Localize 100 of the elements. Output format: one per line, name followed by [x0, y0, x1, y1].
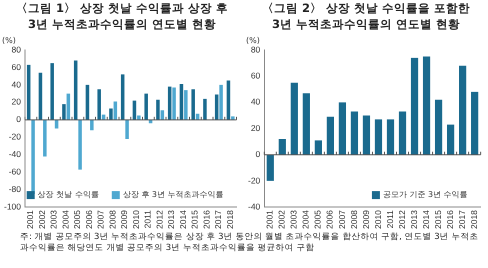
x-tick-label: 2009	[360, 210, 371, 230]
bar	[203, 98, 207, 120]
bar	[184, 90, 188, 120]
x-tick-label: 2015	[432, 210, 443, 230]
x-tick-label: 2010	[130, 210, 141, 230]
x-tick-label: 2016	[201, 210, 212, 230]
x-tick-label: 2006	[84, 210, 94, 230]
bar	[398, 112, 406, 155]
bar	[156, 100, 160, 120]
bar	[386, 119, 394, 155]
legend-label: 상장 후 3년 누적초과수익률	[122, 190, 224, 200]
bar	[120, 74, 124, 120]
x-tick-label: 2007	[336, 210, 347, 230]
bar	[86, 84, 90, 120]
y-tick-label: 60	[250, 70, 261, 81]
x-tick-label: 2015	[190, 210, 200, 230]
bar	[326, 116, 334, 155]
x-tick-label: 2004	[60, 210, 70, 230]
y-axis-title: (%)	[2, 36, 16, 45]
bar	[290, 82, 298, 155]
x-tick-label: 2012	[154, 210, 164, 230]
x-tick-label: 2006	[324, 210, 335, 230]
bar	[62, 104, 66, 120]
bar	[459, 66, 466, 155]
y-tick-label: -80	[8, 184, 22, 194]
x-tick-label: 2008	[348, 210, 359, 230]
bar	[125, 120, 129, 140]
x-tick-label: 2009	[119, 210, 130, 230]
bar	[214, 94, 218, 120]
bar	[43, 120, 47, 156]
bar	[374, 119, 382, 155]
x-tick-label: 2018	[468, 210, 479, 230]
bar	[90, 120, 94, 130]
x-tick-label: 2008	[107, 210, 118, 230]
bar	[114, 101, 118, 120]
bar	[180, 84, 184, 120]
bar	[54, 120, 58, 129]
bar	[50, 63, 54, 120]
bar	[350, 112, 358, 155]
x-tick-label: 2007	[96, 210, 106, 230]
bar	[172, 88, 176, 120]
y-tick-label: -20	[8, 132, 22, 142]
y-axis-title: (%)	[246, 36, 260, 45]
x-tick-label: 2002	[276, 210, 287, 230]
y-tick-label: 80	[250, 44, 261, 54]
y-tick-label: 60	[12, 62, 22, 72]
legend-label: 공모가 기준 3년 수익률	[382, 190, 468, 200]
y-tick-label: -100	[4, 201, 22, 212]
bar	[410, 58, 418, 155]
bar	[219, 84, 223, 120]
legend-label: 상장 첫날 수익률	[38, 190, 99, 200]
bar	[191, 89, 195, 120]
y-tick-label: 40	[12, 79, 22, 90]
x-tick-label: 2001	[264, 210, 275, 230]
x-tick-label: 2012	[396, 210, 407, 230]
bar	[422, 56, 430, 155]
bar	[102, 114, 106, 120]
x-tick-label: 2013	[166, 210, 176, 230]
bar	[338, 102, 346, 155]
y-tick-label: 40	[250, 96, 261, 107]
bar	[38, 72, 42, 120]
y-tick-label: 0	[256, 149, 261, 160]
bar	[471, 92, 478, 155]
x-tick-label: 2003	[48, 210, 59, 230]
chart-title: 〈그림 1〉 상장 첫날 수익률과 상장 후 3년 누적초과수익률의 연도별 현황	[14, 0, 230, 33]
x-tick-label: 2005	[72, 210, 82, 230]
bar	[278, 139, 286, 155]
x-tick-label: 2018	[224, 210, 235, 230]
bar	[226, 80, 230, 120]
bar	[314, 140, 322, 155]
bar	[266, 154, 274, 181]
bar	[144, 94, 148, 120]
y-tick-label: 80	[12, 44, 22, 54]
bar	[97, 89, 101, 120]
x-tick-label: 2005	[312, 210, 323, 230]
bar	[26, 64, 30, 120]
chart-title: 〈그림 2〉 상장 첫날 수익률을 포함한 3년 누적초과수익률의 연도별 현황	[260, 0, 472, 33]
y-tick-label: -40	[248, 201, 261, 212]
bar	[132, 100, 136, 120]
x-tick-label: 2017	[456, 210, 467, 230]
y-tick-label: 20	[12, 96, 22, 107]
text: 주: 개별 공모주의 3년 누적초과수익률은 상장 후 3년 동안의 월별 초과수익률을 합산하여 구함, 연도별 3년 누적초과수익률은 해당연도 개별 공모주의 3년 누적초과수익률을 평균하여 구함	[20, 232, 480, 254]
y-tick-label: 20	[250, 122, 261, 133]
y-tick-label: -60	[8, 166, 22, 177]
x-tick-label: 2011	[384, 210, 395, 228]
x-tick-label: 2004	[300, 210, 311, 230]
bar	[78, 120, 82, 170]
bar	[66, 94, 70, 120]
x-tick-label: 2001	[25, 210, 36, 230]
bar	[74, 60, 78, 120]
bar	[446, 124, 454, 155]
bar	[168, 86, 172, 120]
x-tick-label: 2003	[288, 210, 299, 230]
x-tick-label: 2011	[142, 210, 153, 228]
bar	[109, 108, 113, 120]
x-tick-label: 2016	[444, 210, 455, 230]
bar	[31, 120, 35, 194]
y-tick-label: -20	[248, 175, 261, 186]
bar	[196, 114, 200, 120]
y-tick-label: -40	[8, 149, 22, 160]
